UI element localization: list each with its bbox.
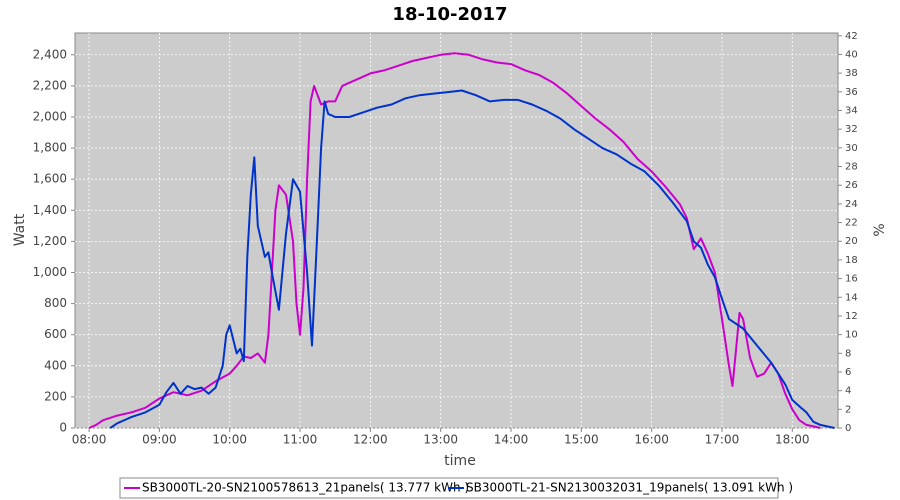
y-tick-label: 1,000 (33, 265, 67, 279)
y2-tick-label: 4 (845, 386, 851, 397)
y-tick-label: 1,600 (33, 172, 67, 186)
y-tick-label: 600 (44, 327, 67, 341)
y2-tick-label: 34 (845, 106, 858, 117)
y2-tick-label: 18 (845, 255, 858, 266)
x-tick-label: 16:00 (634, 433, 669, 447)
y2-tick-label: 38 (845, 68, 858, 79)
x-tick-label: 18:00 (775, 433, 810, 447)
y-axis-label: Watt (12, 213, 28, 246)
y2-tick-label: 14 (845, 292, 858, 303)
y2-tick-label: 6 (845, 367, 851, 378)
x-tick-label: 14:00 (494, 433, 529, 447)
x-tick-label: 17:00 (705, 433, 740, 447)
y2-tick-label: 24 (845, 199, 858, 210)
y-tick-label: 800 (44, 296, 67, 310)
x-tick-label: 10:00 (212, 433, 247, 447)
y2-tick-label: 36 (845, 87, 858, 98)
x-axis-label: time (444, 453, 476, 469)
x-tick-label: 11:00 (283, 433, 318, 447)
y-tick-label: 1,400 (33, 203, 67, 217)
y-tick-label: 400 (44, 358, 67, 372)
y2-tick-label: 32 (845, 124, 858, 135)
y-tick-label: 0 (59, 421, 67, 435)
y2-tick-label: 0 (845, 423, 851, 434)
y2-tick-label: 16 (845, 274, 858, 285)
x-tick-label: 12:00 (353, 433, 388, 447)
y-tick-label: 1,800 (33, 141, 67, 155)
y-tick-label: 200 (44, 389, 67, 403)
y2-tick-label: 2 (845, 404, 851, 415)
x-tick-label: 15:00 (564, 433, 599, 447)
y2-tick-label: 42 (845, 31, 858, 42)
y-tick-label: 2,200 (33, 78, 67, 92)
x-tick-label: 09:00 (142, 433, 177, 447)
legend-label: SB3000TL-21-SN2130032031_19panels( 13.09… (466, 481, 793, 495)
y2-axis-label: % (872, 223, 888, 236)
y-tick-label: 2,400 (33, 47, 67, 61)
y2-tick-label: 26 (845, 180, 858, 191)
y-tick-label: 2,000 (33, 109, 67, 123)
x-tick-label: 08:00 (72, 433, 107, 447)
y2-tick-label: 12 (845, 311, 858, 322)
y2-tick-label: 30 (845, 143, 858, 154)
chart-title: 18-10-2017 (392, 4, 507, 25)
y-tick-label: 1,200 (33, 234, 67, 248)
y2-tick-label: 20 (845, 236, 858, 247)
y2-tick-label: 28 (845, 162, 858, 173)
series-line (109, 89, 835, 429)
legend-label: SB3000TL-20-SN2100578613_21panels( 13.77… (142, 481, 469, 495)
y2-tick-label: 10 (845, 330, 858, 341)
x-tick-label: 13:00 (423, 433, 458, 447)
y2-tick-label: 8 (845, 348, 851, 359)
plot-area (74, 32, 839, 429)
y2-tick-label: 22 (845, 218, 858, 229)
y2-tick-label: 40 (845, 49, 858, 60)
